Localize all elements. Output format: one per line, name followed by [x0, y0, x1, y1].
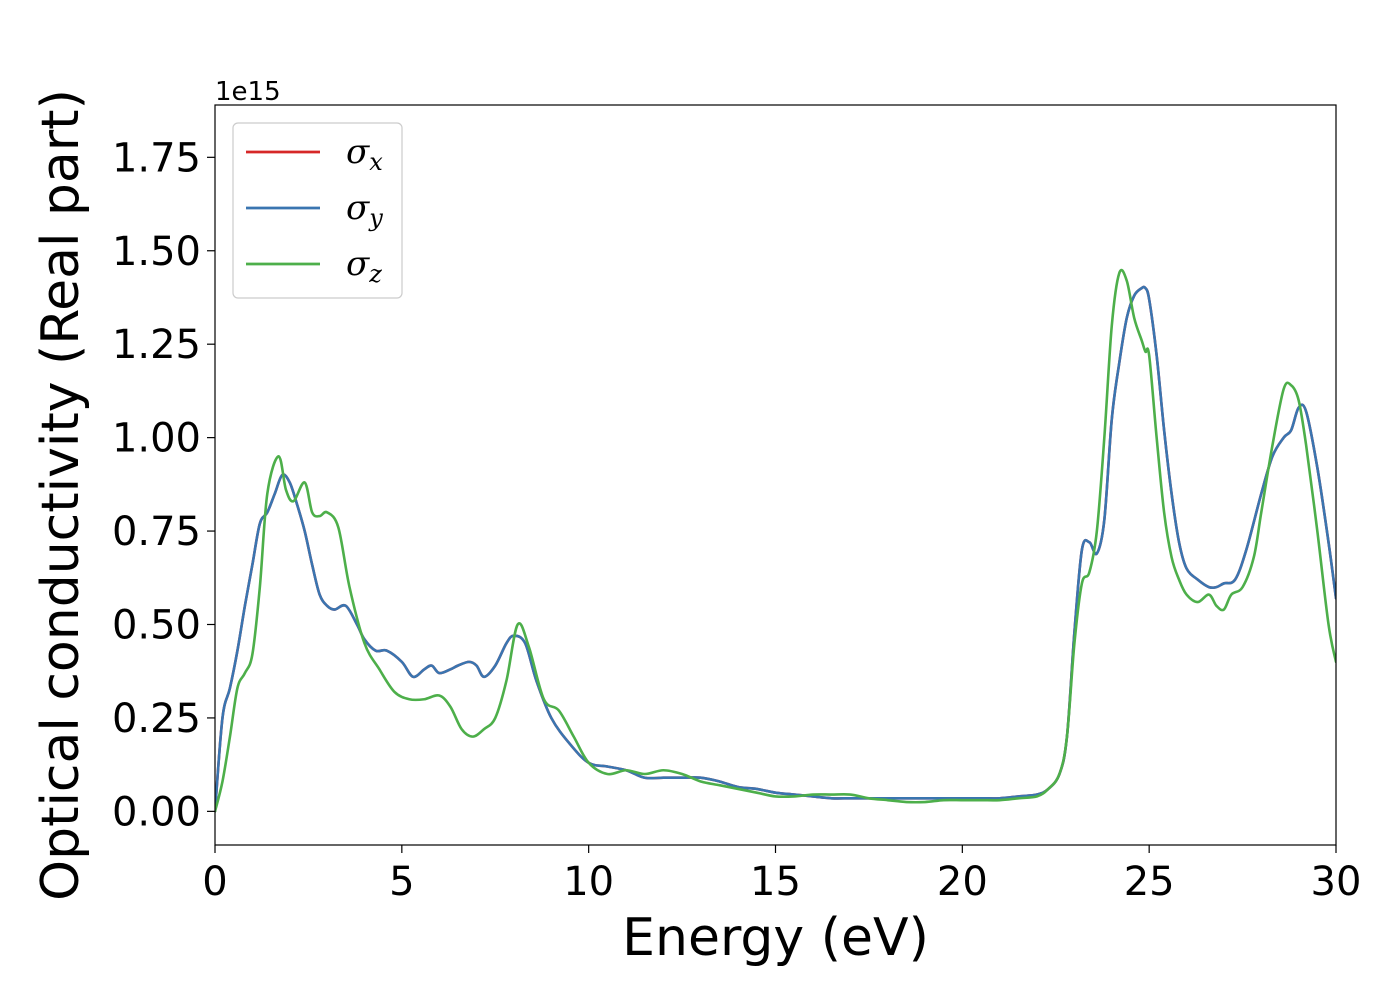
series-layer [215, 268, 1336, 813]
y-axis-offset-label: 1e15 [215, 77, 281, 107]
x-tick-label: 30 [1311, 859, 1362, 905]
x-axis: 0 5 10 15 20 25 30 [202, 845, 1361, 905]
x-tick-label: 0 [202, 859, 227, 905]
x-tick-label: 5 [389, 859, 414, 905]
y-axis: 0.00 0.25 0.50 0.75 1.00 1.25 1.50 1.75 [112, 135, 215, 835]
legend-box [232, 122, 403, 299]
x-tick-label: 20 [937, 859, 988, 905]
series-line-sigma-z [215, 268, 1336, 813]
legend-label-sigma-y: σy [346, 188, 383, 232]
x-tick-label: 15 [750, 859, 801, 905]
series-line-sigma-y [215, 285, 1336, 813]
y-tick-label: 1.00 [112, 416, 201, 462]
y-tick-label: 0.00 [112, 789, 201, 835]
x-tick-label: 25 [1124, 859, 1175, 905]
y-tick-label: 0.50 [112, 602, 201, 648]
y-axis-title: Optical conductivity (Real part) [31, 89, 91, 901]
y-tick-label: 1.25 [112, 322, 201, 368]
legend-label-sigma-x: σx [346, 132, 383, 176]
x-axis-title: Energy (eV) [622, 908, 929, 968]
y-tick-label: 0.75 [112, 509, 201, 555]
y-tick-label: 1.75 [112, 135, 201, 181]
y-tick-label: 1.50 [112, 229, 201, 275]
y-tick-label: 0.25 [112, 696, 201, 742]
x-tick-label: 10 [563, 859, 614, 905]
